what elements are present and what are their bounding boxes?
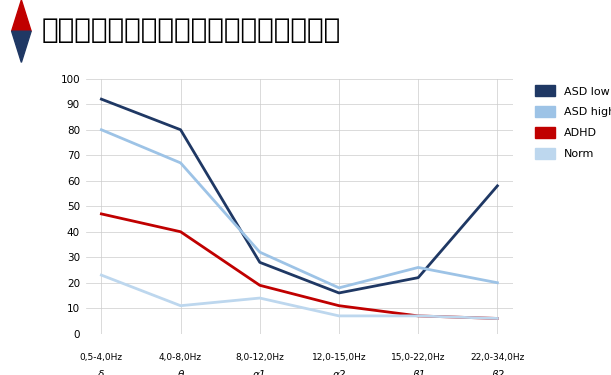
- Line: ASD low: ASD low: [101, 99, 497, 293]
- Legend: ASD low, ASD high, ADHD, Norm: ASD low, ASD high, ADHD, Norm: [532, 82, 611, 162]
- ASD low: [494, 184, 501, 188]
- ASD high: [335, 286, 343, 290]
- Text: 0,5-4,0Hz: 0,5-4,0Hz: [80, 353, 123, 362]
- Text: α1: α1: [253, 370, 266, 375]
- ADHD: [256, 283, 263, 288]
- Norm: [414, 314, 422, 318]
- ASD high: [177, 160, 185, 165]
- Text: β1: β1: [412, 370, 425, 375]
- Text: δ: δ: [98, 370, 104, 375]
- Line: Norm: Norm: [101, 275, 497, 318]
- Norm: [98, 273, 105, 278]
- ASD high: [98, 128, 105, 132]
- Text: 発達障害者の脳波と健常者の脳波の違い: 発達障害者の脳波と健常者の脳波の違い: [42, 16, 341, 44]
- Text: β2: β2: [491, 370, 504, 375]
- ASD low: [335, 291, 343, 295]
- Line: ADHD: ADHD: [101, 214, 497, 318]
- Norm: [256, 296, 263, 300]
- ASD high: [414, 265, 422, 270]
- Text: θ: θ: [177, 370, 184, 375]
- ADHD: [177, 230, 185, 234]
- Text: α2: α2: [332, 370, 346, 375]
- Norm: [177, 303, 185, 308]
- ASD high: [256, 250, 263, 254]
- Line: ASD high: ASD high: [101, 130, 497, 288]
- ASD high: [494, 280, 501, 285]
- Norm: [335, 314, 343, 318]
- ASD low: [414, 275, 422, 280]
- Text: 12,0-15,0Hz: 12,0-15,0Hz: [312, 353, 367, 362]
- ASD low: [177, 128, 185, 132]
- ADHD: [494, 316, 501, 321]
- Polygon shape: [12, 31, 31, 62]
- ADHD: [414, 314, 422, 318]
- ASD low: [256, 260, 263, 265]
- ADHD: [98, 211, 105, 216]
- Norm: [494, 316, 501, 321]
- ASD low: [98, 97, 105, 101]
- Text: 8,0-12,0Hz: 8,0-12,0Hz: [235, 353, 284, 362]
- Text: 15,0-22,0Hz: 15,0-22,0Hz: [391, 353, 445, 362]
- Text: 22,0-34,0Hz: 22,0-34,0Hz: [470, 353, 525, 362]
- Polygon shape: [12, 0, 31, 31]
- Text: 4,0-8,0Hz: 4,0-8,0Hz: [159, 353, 202, 362]
- ADHD: [335, 303, 343, 308]
